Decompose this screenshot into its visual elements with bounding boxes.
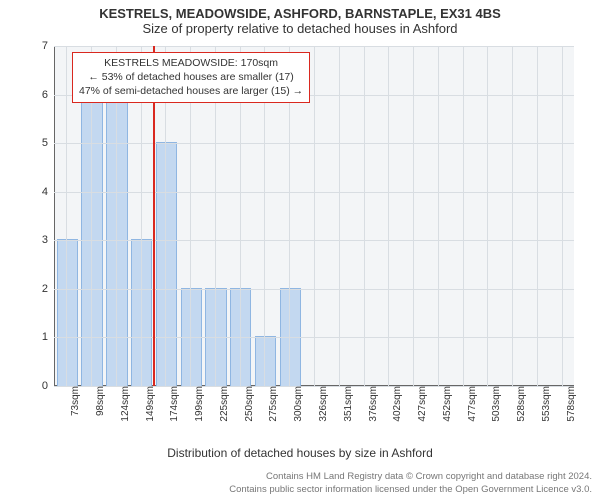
bar bbox=[156, 142, 177, 386]
page-subtitle: Size of property relative to detached ho… bbox=[0, 21, 600, 38]
x-tick-label: 477sqm bbox=[463, 386, 478, 422]
y-tick-label: 5 bbox=[42, 137, 54, 149]
x-tick-label: 225sqm bbox=[215, 386, 230, 422]
x-tick-label: 427sqm bbox=[413, 386, 428, 422]
y-tick-label: 6 bbox=[42, 89, 54, 101]
attribution-line: Contains HM Land Registry data © Crown c… bbox=[229, 471, 592, 483]
x-tick-label: 275sqm bbox=[264, 386, 279, 422]
annotation-line: ← 53% of detached houses are smaller (17… bbox=[79, 70, 303, 84]
attribution: Contains HM Land Registry data © Crown c… bbox=[229, 471, 592, 496]
x-tick-label: 578sqm bbox=[562, 386, 577, 422]
y-tick-label: 7 bbox=[42, 40, 54, 52]
x-axis-label: Distribution of detached houses by size … bbox=[0, 446, 600, 460]
grid-v bbox=[512, 46, 513, 386]
x-tick-label: 503sqm bbox=[487, 386, 502, 422]
attribution-line: Contains public sector information licen… bbox=[229, 484, 592, 496]
x-tick-label: 452sqm bbox=[438, 386, 453, 422]
x-tick-label: 300sqm bbox=[289, 386, 304, 422]
annotation-box: KESTRELS MEADOWSIDE: 170sqm← 53% of deta… bbox=[72, 52, 310, 103]
y-tick-label: 1 bbox=[42, 331, 54, 343]
x-tick-label: 376sqm bbox=[364, 386, 379, 422]
grid-v bbox=[537, 46, 538, 386]
grid-v bbox=[314, 46, 315, 386]
grid-v bbox=[413, 46, 414, 386]
y-tick-label: 3 bbox=[42, 234, 54, 246]
grid-v bbox=[463, 46, 464, 386]
y-tick-label: 4 bbox=[42, 186, 54, 198]
grid-v bbox=[339, 46, 340, 386]
bar bbox=[131, 239, 152, 386]
x-tick-label: 73sqm bbox=[66, 386, 81, 416]
annotation-line: KESTRELS MEADOWSIDE: 170sqm bbox=[79, 56, 303, 70]
chart-wrap: KESTRELS, MEADOWSIDE, ASHFORD, BARNSTAPL… bbox=[0, 0, 600, 500]
x-tick-label: 402sqm bbox=[388, 386, 403, 422]
grid-v bbox=[66, 46, 67, 386]
x-tick-label: 351sqm bbox=[339, 386, 354, 422]
grid-v bbox=[364, 46, 365, 386]
x-tick-label: 149sqm bbox=[141, 386, 156, 422]
bar bbox=[255, 336, 276, 386]
x-tick-label: 124sqm bbox=[116, 386, 131, 422]
x-tick-label: 553sqm bbox=[537, 386, 552, 422]
x-tick-label: 326sqm bbox=[314, 386, 329, 422]
plot-area: 0123456773sqm98sqm124sqm149sqm174sqm199s… bbox=[54, 46, 574, 386]
grid-v bbox=[438, 46, 439, 386]
x-tick-label: 250sqm bbox=[240, 386, 255, 422]
page-title: KESTRELS, MEADOWSIDE, ASHFORD, BARNSTAPL… bbox=[0, 0, 600, 21]
x-tick-label: 98sqm bbox=[91, 386, 106, 416]
x-tick-label: 174sqm bbox=[165, 386, 180, 422]
bar bbox=[57, 239, 78, 386]
annotation-line: 47% of semi-detached houses are larger (… bbox=[79, 84, 303, 98]
x-tick-label: 528sqm bbox=[512, 386, 527, 422]
y-tick-label: 2 bbox=[42, 283, 54, 295]
grid-v bbox=[562, 46, 563, 386]
y-tick-label: 0 bbox=[42, 380, 54, 392]
grid-v bbox=[388, 46, 389, 386]
grid-v bbox=[487, 46, 488, 386]
x-tick-label: 199sqm bbox=[190, 386, 205, 422]
